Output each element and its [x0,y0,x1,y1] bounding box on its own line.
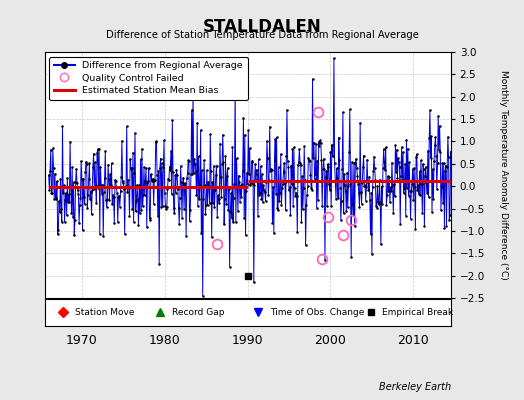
Text: STALLDALEN: STALLDALEN [203,18,321,36]
Text: 1970: 1970 [66,334,97,347]
Text: Time of Obs. Change: Time of Obs. Change [270,308,364,317]
Text: 2000: 2000 [314,334,346,347]
Text: Record Gap: Record Gap [172,308,225,317]
Text: Empirical Break: Empirical Break [381,308,453,317]
Legend: Difference from Regional Average, Quality Control Failed, Estimated Station Mean: Difference from Regional Average, Qualit… [49,57,248,100]
Text: Station Move: Station Move [75,308,135,317]
Y-axis label: Monthly Temperature Anomaly Difference (°C): Monthly Temperature Anomaly Difference (… [499,70,508,280]
Text: Berkeley Earth: Berkeley Earth [378,382,451,392]
Text: 1990: 1990 [232,334,264,347]
Text: 2010: 2010 [398,334,429,347]
Text: Difference of Station Temperature Data from Regional Average: Difference of Station Temperature Data f… [105,30,419,40]
Text: 1980: 1980 [149,334,181,347]
